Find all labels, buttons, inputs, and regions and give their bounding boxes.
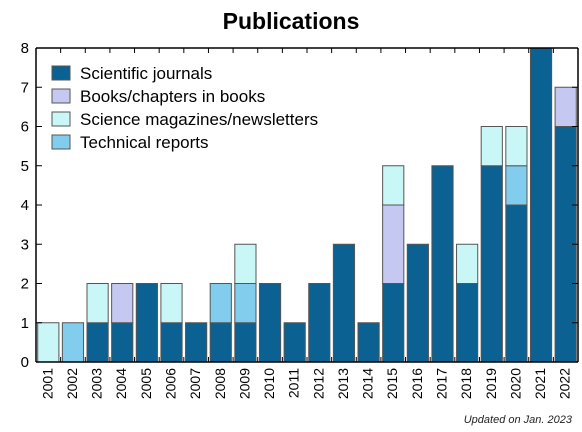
- y-tick-label: 7: [21, 79, 29, 96]
- bar-segment: [431, 165, 454, 363]
- bar-segment: [505, 204, 528, 363]
- bar-segment: [160, 283, 183, 324]
- x-tick-label: 2022: [557, 368, 573, 399]
- x-tick-label: 2016: [409, 368, 425, 399]
- bar-segment: [456, 283, 479, 363]
- bar-segment: [554, 86, 577, 127]
- legend-label: Books/chapters in books: [80, 87, 265, 106]
- y-tick-label: 2: [21, 276, 29, 293]
- bar-segment: [234, 283, 257, 324]
- bar-segment: [209, 322, 232, 363]
- x-tick-label: 2001: [39, 368, 55, 399]
- y-tick-label: 4: [21, 197, 29, 214]
- bar-segment: [258, 283, 282, 363]
- bar-segment: [185, 322, 208, 363]
- x-tick-label: 2011: [286, 368, 302, 398]
- y-tick-label: 8: [21, 40, 29, 57]
- bar-segment: [332, 243, 356, 363]
- bar-segment: [382, 204, 405, 284]
- x-tick-label: 2020: [507, 368, 523, 399]
- bar-segment: [111, 283, 134, 324]
- bar-segment: [209, 283, 232, 324]
- x-tick-label: 2012: [310, 368, 326, 399]
- legend-swatch: [51, 134, 71, 150]
- x-tick-label: 2004: [113, 368, 129, 399]
- bar-segment: [480, 126, 503, 167]
- x-tick-label: 2017: [434, 368, 450, 399]
- legend-swatch: [51, 88, 71, 104]
- bar-segment: [529, 47, 553, 363]
- x-tick-label: 2003: [89, 368, 105, 399]
- bar-segment: [505, 126, 528, 167]
- bar-segment: [283, 322, 306, 363]
- bar-segment: [406, 243, 429, 363]
- bar-segment: [480, 165, 503, 363]
- bar-segment: [505, 165, 528, 206]
- x-tick-label: 2021: [532, 368, 548, 399]
- chart-title: Publications: [222, 8, 360, 34]
- bar-segment: [382, 165, 405, 206]
- y-tick-label: 1: [21, 315, 29, 332]
- bar-segment: [234, 243, 257, 284]
- bar-segment: [308, 283, 331, 363]
- bar-segment: [86, 322, 109, 363]
- x-tick-label: 2019: [483, 368, 499, 399]
- x-tick-label: 2009: [236, 368, 252, 399]
- x-tick-label: 2013: [335, 368, 351, 399]
- y-tick-label: 0: [21, 354, 29, 371]
- x-tick-label: 2002: [64, 368, 80, 399]
- x-tick-label: 2006: [163, 368, 179, 399]
- y-tick-label: 3: [21, 236, 29, 253]
- legend-label: Science magazines/newsletters: [80, 110, 318, 129]
- bar-segment: [86, 283, 109, 324]
- bar-segment: [135, 283, 158, 363]
- x-tick-label: 2005: [138, 368, 154, 399]
- legend-swatch: [51, 111, 71, 127]
- bar-segment: [357, 322, 380, 363]
- bar-segment: [234, 322, 257, 363]
- x-tick-label: 2015: [384, 368, 400, 399]
- bar-segment: [160, 322, 183, 363]
- bar-segment: [456, 243, 479, 284]
- bar-segment: [111, 322, 134, 363]
- y-tick-label: 6: [21, 119, 29, 136]
- update-note: Updated on Jan. 2023: [463, 414, 572, 426]
- bar-segment: [37, 322, 60, 363]
- legend-label: Technical reports: [80, 133, 209, 152]
- bar-segment: [61, 322, 85, 363]
- x-tick-label: 2014: [360, 368, 376, 399]
- y-tick-label: 5: [21, 158, 29, 175]
- x-tick-label: 2008: [212, 368, 228, 399]
- x-tick-label: 2007: [187, 368, 203, 399]
- bar-segment: [382, 283, 405, 363]
- x-tick-label: 2010: [261, 368, 277, 399]
- legend-swatch: [51, 65, 71, 81]
- x-tick-label: 2018: [458, 368, 474, 399]
- legend-label: Scientific journals: [80, 64, 212, 83]
